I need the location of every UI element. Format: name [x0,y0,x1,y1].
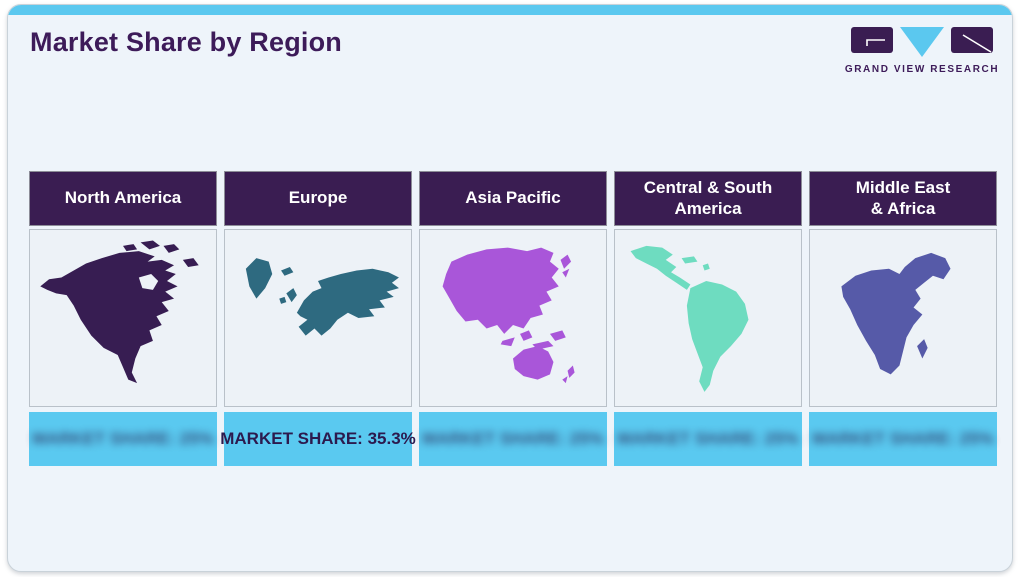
region-map-panel [224,229,412,407]
market-share-bar: MARKET SHARE: 25% [614,412,802,466]
market-share-label: MARKET SHARE: 25% [422,429,604,448]
region-map-panel [419,229,607,407]
region-column-asia-pacific: Asia Pacific [419,171,607,466]
region-name: Central & South America [643,178,773,218]
region-header: Central & South America [614,171,802,226]
region-header: Europe [224,171,412,226]
top-accent-bar [8,5,1012,15]
market-share-label: MARKET SHARE: 25% [812,429,994,448]
region-column-central-south-america: Central & South America MARKET SHARE: 25… [614,171,802,466]
infographic-card: Market Share by Region GRAND VIEW RESEAR… [7,4,1013,572]
region-column-north-america: North America MARKET SHARE: 25% [29,171,217,466]
region-column-middle-east-africa: Middle East & Africa MARKET SHARE: 25% [809,171,997,466]
market-share-bar: MARKET SHARE: 25% [809,412,997,466]
region-map-panel [29,229,217,407]
asia-pacific-map-icon [442,247,575,384]
market-share-label: MARKET SHARE: 35.3% [220,429,416,448]
region-header: Asia Pacific [419,171,607,226]
north-america-map-icon [40,240,199,384]
market-share-bar: MARKET SHARE: 25% [419,412,607,466]
region-map-panel [809,229,997,407]
region-name: North America [64,188,182,208]
page-title: Market Share by Region [30,27,342,57]
region-columns: North America MARKET SHARE: 25% [29,171,997,466]
europe-map-icon [245,258,399,336]
middle-east-africa-map-icon [841,252,951,375]
brand-logo: GRAND VIEW RESEARCH [844,25,1000,75]
market-share-label: MARKET SHARE: 25% [32,429,214,448]
central-south-america-map-icon [630,245,749,392]
region-column-europe: Europe MARKET SHARE: 35.3% [220,171,416,466]
market-share-label: MARKET SHARE: 25% [617,429,799,448]
region-map-panel [614,229,802,407]
region-name: Middle East & Africa [855,178,951,218]
gvr-logo-icon [851,27,993,57]
region-header: Middle East & Africa [809,171,997,226]
region-name: Asia Pacific [465,188,561,208]
region-name: Europe [288,188,348,208]
market-share-bar: MARKET SHARE: 35.3% [220,412,416,466]
market-share-bar: MARKET SHARE: 25% [29,412,217,466]
region-header: North America [29,171,217,226]
brand-name: GRAND VIEW RESEARCH [844,64,1000,75]
